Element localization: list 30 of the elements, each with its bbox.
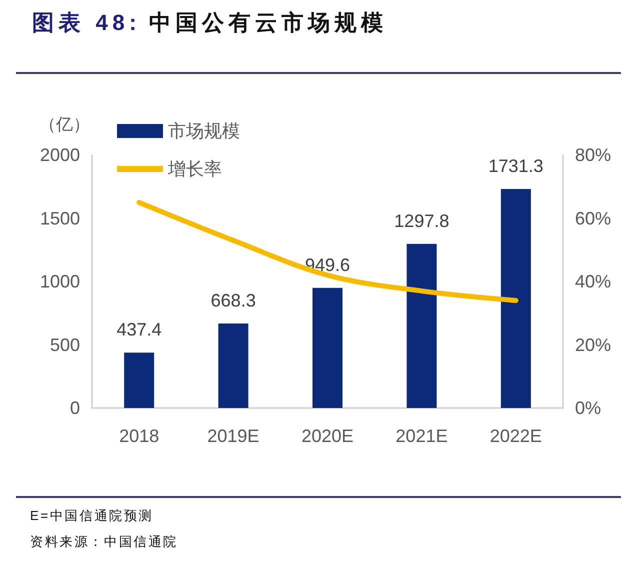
x-tick-label: 2021E <box>396 426 448 446</box>
y2-tick-label: 60% <box>575 208 612 228</box>
x-tick-label: 2018 <box>119 426 160 446</box>
y-tick-label: 2000 <box>40 145 80 165</box>
bar <box>406 244 437 408</box>
y-tick-label: 0 <box>70 398 80 418</box>
x-tick-label: 2020E <box>301 426 354 446</box>
data-label: 1731.3 <box>488 156 544 176</box>
data-label: 1297.8 <box>394 210 450 231</box>
legend-label: 市场规模 <box>168 121 240 141</box>
legend-label: 增长率 <box>167 159 222 179</box>
text: 资料来源：中国信通院 <box>30 533 178 551</box>
bar <box>500 188 531 408</box>
y-tick-label: 1500 <box>40 208 80 228</box>
x-tick-label: 2019E <box>207 426 260 446</box>
bar <box>312 288 342 408</box>
y2-tick-label: 0% <box>575 398 602 418</box>
bar <box>124 352 154 408</box>
y2-tick-label: 20% <box>575 334 612 355</box>
y-axis-title: （亿） <box>39 115 90 134</box>
y-tick-label: 500 <box>50 334 80 355</box>
x-tick-label: 2022E <box>490 426 542 446</box>
data-label: 437.4 <box>116 320 162 340</box>
y2-tick-label: 80% <box>575 145 612 165</box>
text: E=中国信通院预测 <box>30 507 154 525</box>
y2-tick-label: 40% <box>575 272 612 292</box>
bar <box>218 323 248 408</box>
data-label: 668.3 <box>210 290 256 310</box>
chart-title: 图表 48: 中国公有云市场规模 <box>32 10 388 35</box>
y-tick-label: 1000 <box>40 272 80 292</box>
